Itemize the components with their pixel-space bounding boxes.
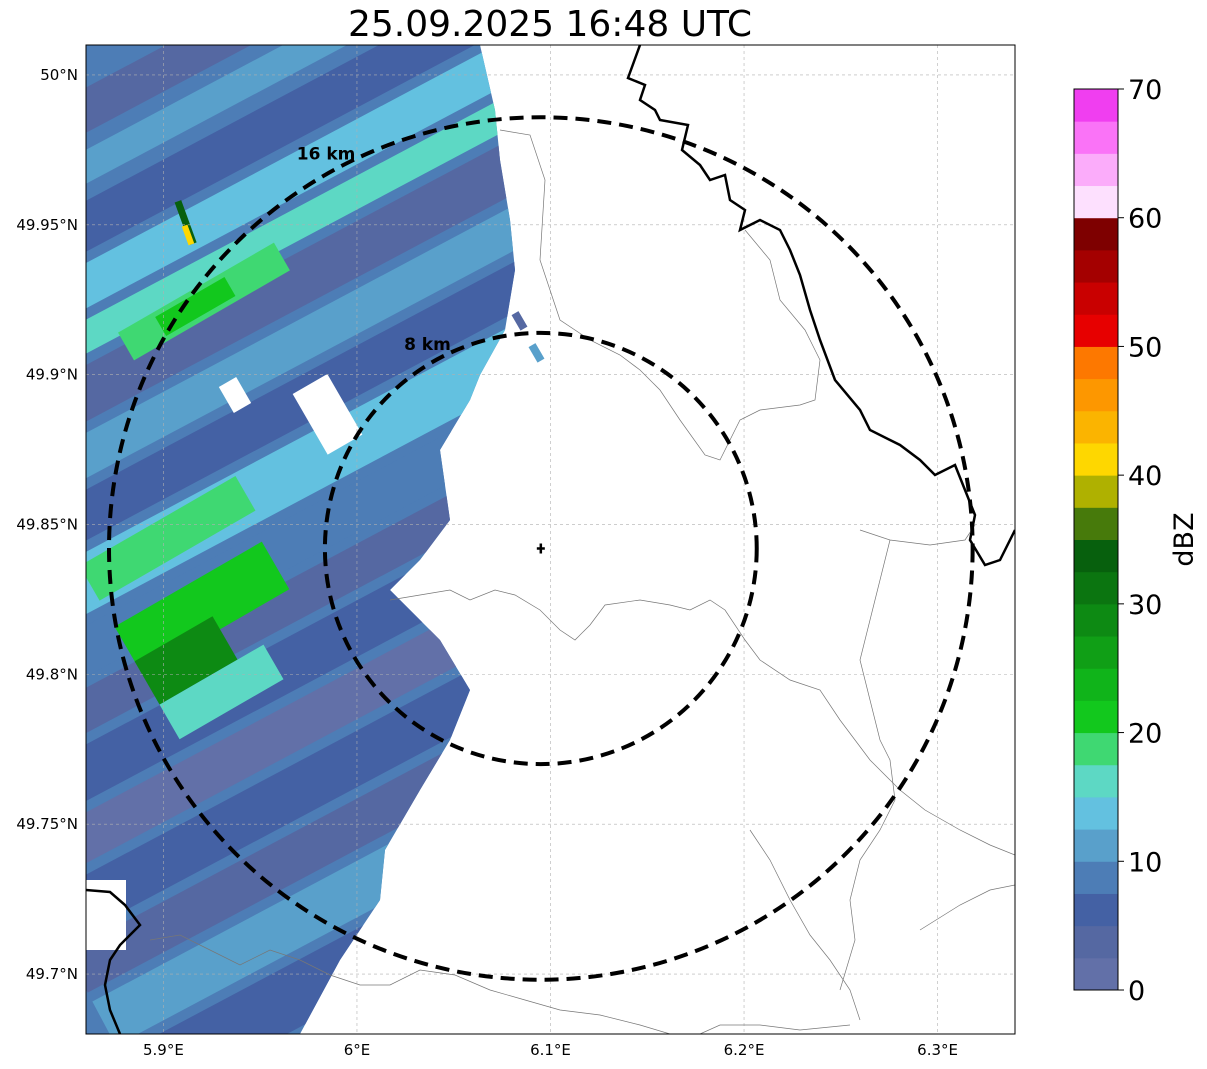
colorbar: 0 10 20 30 40 50 60 70 dBZ <box>1073 75 1200 1007</box>
colorbar-segment <box>1074 925 1118 959</box>
echo-gap-small <box>218 377 252 413</box>
colorbar-segment <box>1074 764 1118 798</box>
y-axis-ticks: 50°N 49.95°N 49.9°N 49.85°N 49.8°N 49.75°N 49.… <box>16 66 78 983</box>
country-border <box>626 45 1015 567</box>
colorbar-tick-label: 60 <box>1128 204 1162 235</box>
y-tick-label: 49.9°N <box>26 366 78 384</box>
x-tick-label: 6.1°E <box>530 1041 571 1059</box>
colorbar-segment <box>1074 249 1118 283</box>
y-tick-label: 49.7°N <box>26 965 78 983</box>
colorbar-segment <box>1074 121 1118 154</box>
colorbar-segment <box>1074 475 1118 508</box>
y-tick-label: 49.75°N <box>16 815 78 833</box>
y-tick-label: 49.85°N <box>16 516 78 534</box>
echo-gap <box>292 374 363 455</box>
colorbar-tick-label: 10 <box>1128 847 1162 878</box>
x-axis-ticks: 5.9°E 6°E 6.1°E 6.2°E 6.3°E <box>143 1041 958 1059</box>
plot-frame <box>85 44 1016 1035</box>
colorbar-tick-label: 0 <box>1128 976 1145 1007</box>
colorbar-tick-label: 20 <box>1128 719 1162 750</box>
colorbar-segment <box>1074 732 1118 766</box>
colorbar-segment <box>1074 282 1118 315</box>
x-tick-label: 6.2°E <box>724 1041 765 1059</box>
map-title: 25.09.2025 16:48 UTC <box>347 4 753 45</box>
colorbar-segment <box>1074 636 1118 669</box>
admin-boundary-5 <box>699 829 861 1034</box>
colorbar-segment <box>1074 346 1118 380</box>
colorbar-tick-label: 70 <box>1128 75 1162 106</box>
colorbar-segment <box>1074 217 1118 251</box>
colorbar-segment <box>1074 153 1118 187</box>
range-rings: 8 km 16 km <box>107 115 975 982</box>
x-tick-label: 5.9°E <box>143 1041 184 1059</box>
y-tick-label: 50°N <box>40 66 78 84</box>
colorbar-segment <box>1074 378 1118 412</box>
x-tick-label: 6.3°E <box>917 1041 958 1059</box>
radar-site-marker <box>536 543 545 554</box>
admin-boundary-6 <box>919 884 1015 931</box>
colorbar-segment <box>1074 539 1118 573</box>
map-borders <box>86 45 1015 1034</box>
colorbar-tick-label: 30 <box>1128 590 1162 621</box>
colorbar-segment <box>1074 829 1118 862</box>
colorbar-segment <box>1074 507 1118 540</box>
gridlines <box>86 45 1015 1034</box>
admin-boundary-2 <box>389 589 1015 856</box>
country-border-southwest <box>86 888 142 1034</box>
colorbar-segment <box>1074 700 1118 734</box>
colorbar-label: dBZ <box>1169 512 1200 566</box>
colorbar-segment <box>1074 314 1118 347</box>
admin-boundary-4 <box>149 934 671 1034</box>
colorbar-segment <box>1074 410 1118 444</box>
y-tick-label: 49.8°N <box>26 665 78 683</box>
echo-isolated-2 <box>528 343 545 363</box>
admin-boundary <box>499 129 821 461</box>
colorbar-segment <box>1074 796 1118 830</box>
colorbar-tick-label: 50 <box>1128 332 1162 363</box>
plot-area: 8 km 16 km <box>85 44 1016 1035</box>
range-ring <box>322 330 759 767</box>
colorbar-segment <box>1074 603 1118 637</box>
range-ring-label: 16 km <box>297 145 356 165</box>
y-tick-label: 49.95°N <box>16 216 78 234</box>
colorbar-segment <box>1074 442 1118 476</box>
colorbar-segment <box>1074 571 1118 605</box>
admin-boundary-3 <box>839 524 976 991</box>
echo-strong-core <box>174 200 197 245</box>
colorbar-frame <box>1073 88 1119 991</box>
colorbar-segment <box>1074 893 1118 927</box>
colorbar-segment <box>1074 861 1118 894</box>
range-ring-label: 8 km <box>404 335 451 355</box>
colorbar-tick-label: 40 <box>1128 461 1162 492</box>
range-ring <box>107 115 975 982</box>
echo-isolated <box>511 311 528 331</box>
x-tick-label: 6°E <box>344 1041 371 1059</box>
echo-peak <box>181 224 195 246</box>
colorbar-segment <box>1074 89 1118 122</box>
colorbar-segment <box>1074 957 1118 991</box>
colorbar-segment <box>1074 185 1118 219</box>
colorbar-segment <box>1074 668 1118 701</box>
echo-cell-west <box>86 476 290 740</box>
